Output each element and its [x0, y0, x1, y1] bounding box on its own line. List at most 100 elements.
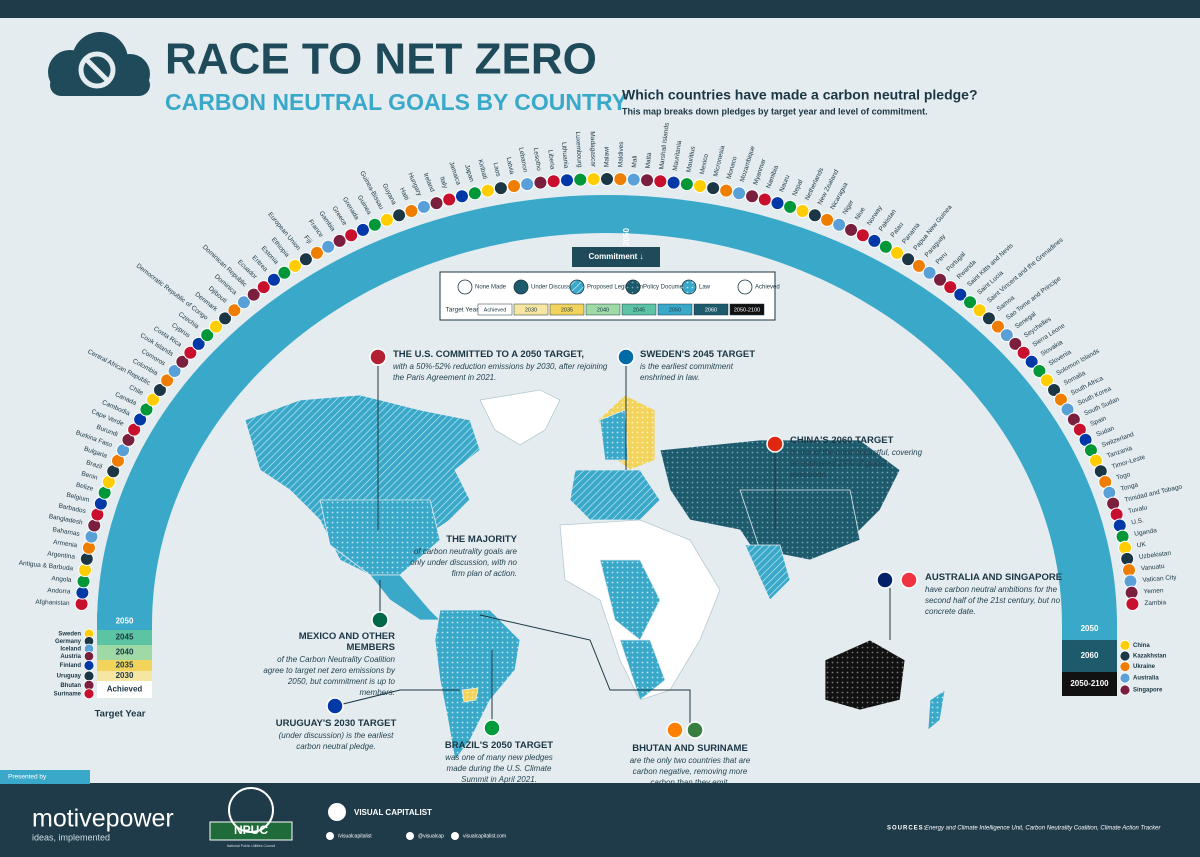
- country-name: Bahamas: [52, 526, 81, 538]
- sources-label: SOURCES:: [887, 826, 927, 832]
- country-name: Liberia: [546, 150, 555, 171]
- presented-tab: [0, 770, 90, 784]
- country-name: Argentina: [47, 550, 76, 560]
- country-name: Benin: [80, 470, 98, 481]
- flag: [332, 233, 347, 248]
- legend-label: Law: [699, 285, 711, 291]
- country-name: Austria: [60, 654, 81, 660]
- flag: [832, 217, 847, 232]
- country-name: Monaco: [726, 155, 739, 180]
- country-name: Singapore: [1133, 688, 1163, 694]
- twitter: @visualcap: [418, 833, 444, 839]
- flag: [922, 265, 937, 280]
- stack-label: 2050-2100: [1070, 679, 1109, 688]
- top-bar: [0, 0, 1200, 18]
- stack-block: [97, 671, 152, 681]
- flag: [640, 173, 655, 188]
- flag: [693, 179, 708, 194]
- country-name: UK: [1136, 541, 1147, 549]
- legend-year-swatch: [549, 303, 585, 316]
- flag: [520, 177, 535, 192]
- legend-swatch: [625, 279, 641, 295]
- annotation-title: URUGUAY'S 2030 TARGET: [275, 718, 397, 729]
- country-name: Finland: [60, 663, 82, 669]
- stack-label: 2030: [116, 671, 134, 680]
- country-name: Ireland: [422, 172, 436, 193]
- country-name: Kazakhstan: [1133, 654, 1167, 660]
- flag: [963, 295, 978, 310]
- country-name: Malta: [645, 152, 653, 169]
- flag: [911, 258, 926, 273]
- flag: [1016, 345, 1031, 360]
- country-name: U.S.: [1131, 517, 1145, 526]
- country-name: Kiribati: [476, 159, 488, 180]
- flag: [533, 175, 548, 190]
- country-name: Lithuania: [560, 142, 569, 169]
- flag: [953, 287, 968, 302]
- flag: [133, 412, 148, 427]
- flag: [321, 239, 336, 254]
- flag: [288, 258, 303, 273]
- country-name: Angola: [51, 575, 72, 584]
- flag: [83, 651, 95, 662]
- legend-label: Proposed Legislation: [587, 285, 643, 291]
- flag: [139, 402, 154, 417]
- npuc: NPUC: [234, 823, 268, 837]
- country-name: Latvia: [505, 157, 516, 176]
- flag: [626, 172, 641, 187]
- flag: [404, 203, 419, 218]
- subtitle: CARBON NEUTRAL GOALS BY COUNTRY: [165, 89, 627, 115]
- country-name: Niger: [842, 198, 856, 216]
- flag: [1053, 392, 1068, 407]
- legend-year-swatch: [621, 303, 657, 316]
- flag: [416, 199, 431, 214]
- legend-year: 2040: [597, 307, 609, 313]
- legend: None Made Under Discussion Proposed Legisl…: [457, 279, 780, 316]
- annotation-text: is the earliest commitment enshrined in …: [640, 362, 733, 382]
- flag: [890, 245, 905, 260]
- stack-label: 2050: [1081, 624, 1099, 633]
- flag: [990, 319, 1005, 334]
- country-name: Uganda: [1134, 527, 1158, 538]
- legend-year: 2030: [525, 307, 537, 313]
- country-name: Marshall Islands: [658, 122, 671, 170]
- legend-label: Under Discussion: [531, 285, 578, 291]
- footer-bar: [0, 783, 1200, 857]
- country-name: Myanmar: [752, 157, 768, 186]
- legend-button[interactable]: [572, 247, 660, 267]
- flag: [795, 203, 810, 218]
- country-name: Australia: [1133, 676, 1159, 682]
- country-name: Madagascar: [589, 131, 597, 168]
- annotation: SWEDEN'S 2045 TARGET is the earliest comm…: [640, 349, 760, 383]
- country-name: Bhutan: [60, 683, 81, 689]
- legend-swatch: [681, 279, 697, 295]
- flag: [480, 183, 495, 198]
- country-name: Namibia: [765, 164, 780, 189]
- country-name: Maldives: [617, 141, 625, 168]
- country-name: Iceland: [60, 646, 81, 652]
- flag: [1024, 354, 1039, 369]
- annotation-title: MEXICO AND OTHER MEMBERS: [298, 631, 395, 653]
- flag: [666, 175, 681, 190]
- country-name: Uruguay: [57, 674, 82, 680]
- flag: [820, 212, 835, 227]
- legend-year-swatch: [729, 303, 765, 316]
- legend-year: 2060: [705, 307, 717, 313]
- flag: [200, 328, 215, 343]
- annotation-title: BHUTAN AND SURINAME: [632, 743, 748, 754]
- country-name: Mauritania: [672, 140, 683, 171]
- legend-button-label[interactable]: Commitment ↓: [588, 252, 643, 261]
- flag: [152, 382, 167, 397]
- flag: [1119, 672, 1131, 684]
- flag: [844, 222, 859, 237]
- annotation: URUGUAY'S 2030 TARGET (under discussion) …: [272, 718, 400, 752]
- flag: [546, 174, 561, 189]
- stack-label: Achieved: [107, 685, 143, 694]
- country-name: Burundi: [95, 424, 118, 439]
- sponsor: motivepower: [32, 805, 174, 833]
- pin-flags: [326, 348, 918, 739]
- flag: [783, 199, 798, 214]
- flag: [1008, 336, 1023, 351]
- flag: [878, 239, 893, 254]
- flag: [467, 186, 482, 201]
